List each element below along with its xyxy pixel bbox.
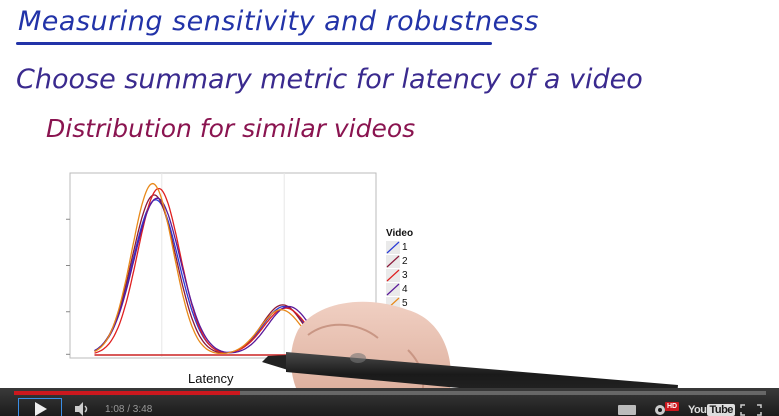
lecture-line-2: Distribution for similar videos: [46, 114, 416, 143]
legend-item: 1: [386, 240, 413, 254]
legend-item: 3: [386, 268, 413, 282]
legend-item: 4: [386, 282, 413, 296]
captions-icon[interactable]: [618, 405, 636, 415]
volume-icon[interactable]: [74, 402, 90, 416]
play-icon: [35, 402, 47, 416]
progress-bar[interactable]: [14, 391, 766, 395]
legend-key: [386, 282, 400, 296]
progress-fill: [14, 391, 240, 395]
legend-key: [386, 268, 400, 282]
x-axis-label: Latency: [188, 371, 234, 386]
y-axis-ticks: [66, 218, 70, 355]
settings-icon[interactable]: [652, 404, 668, 416]
chart-legend: Video 1 2 3 4 5: [386, 228, 413, 310]
legend-key: [386, 240, 400, 254]
legend-label: 2: [402, 255, 408, 267]
play-button[interactable]: [18, 398, 62, 416]
lecture-title: Measuring sensitivity and robustness: [18, 6, 539, 37]
legend-label: 4: [402, 283, 408, 295]
legend-label: 1: [402, 241, 408, 253]
youtube-logo[interactable]: You Tube: [688, 404, 735, 416]
lecture-line-1: Choose summary metric for latency of a v…: [16, 64, 643, 95]
legend-key: [386, 254, 400, 268]
hd-badge: HD: [665, 402, 680, 411]
legend-label: 3: [402, 269, 408, 281]
legend-rows: 1 2 3 4 5: [386, 240, 413, 310]
time-display: 1:08 / 3:48: [105, 404, 153, 415]
fullscreen-icon[interactable]: [740, 404, 762, 416]
legend-item: 2: [386, 254, 413, 268]
youtube-logo-you: You: [688, 404, 707, 416]
title-underline: [16, 42, 492, 45]
youtube-logo-tube: Tube: [707, 404, 735, 416]
legend-title: Video: [386, 228, 414, 239]
legend-label: 5: [402, 297, 408, 309]
